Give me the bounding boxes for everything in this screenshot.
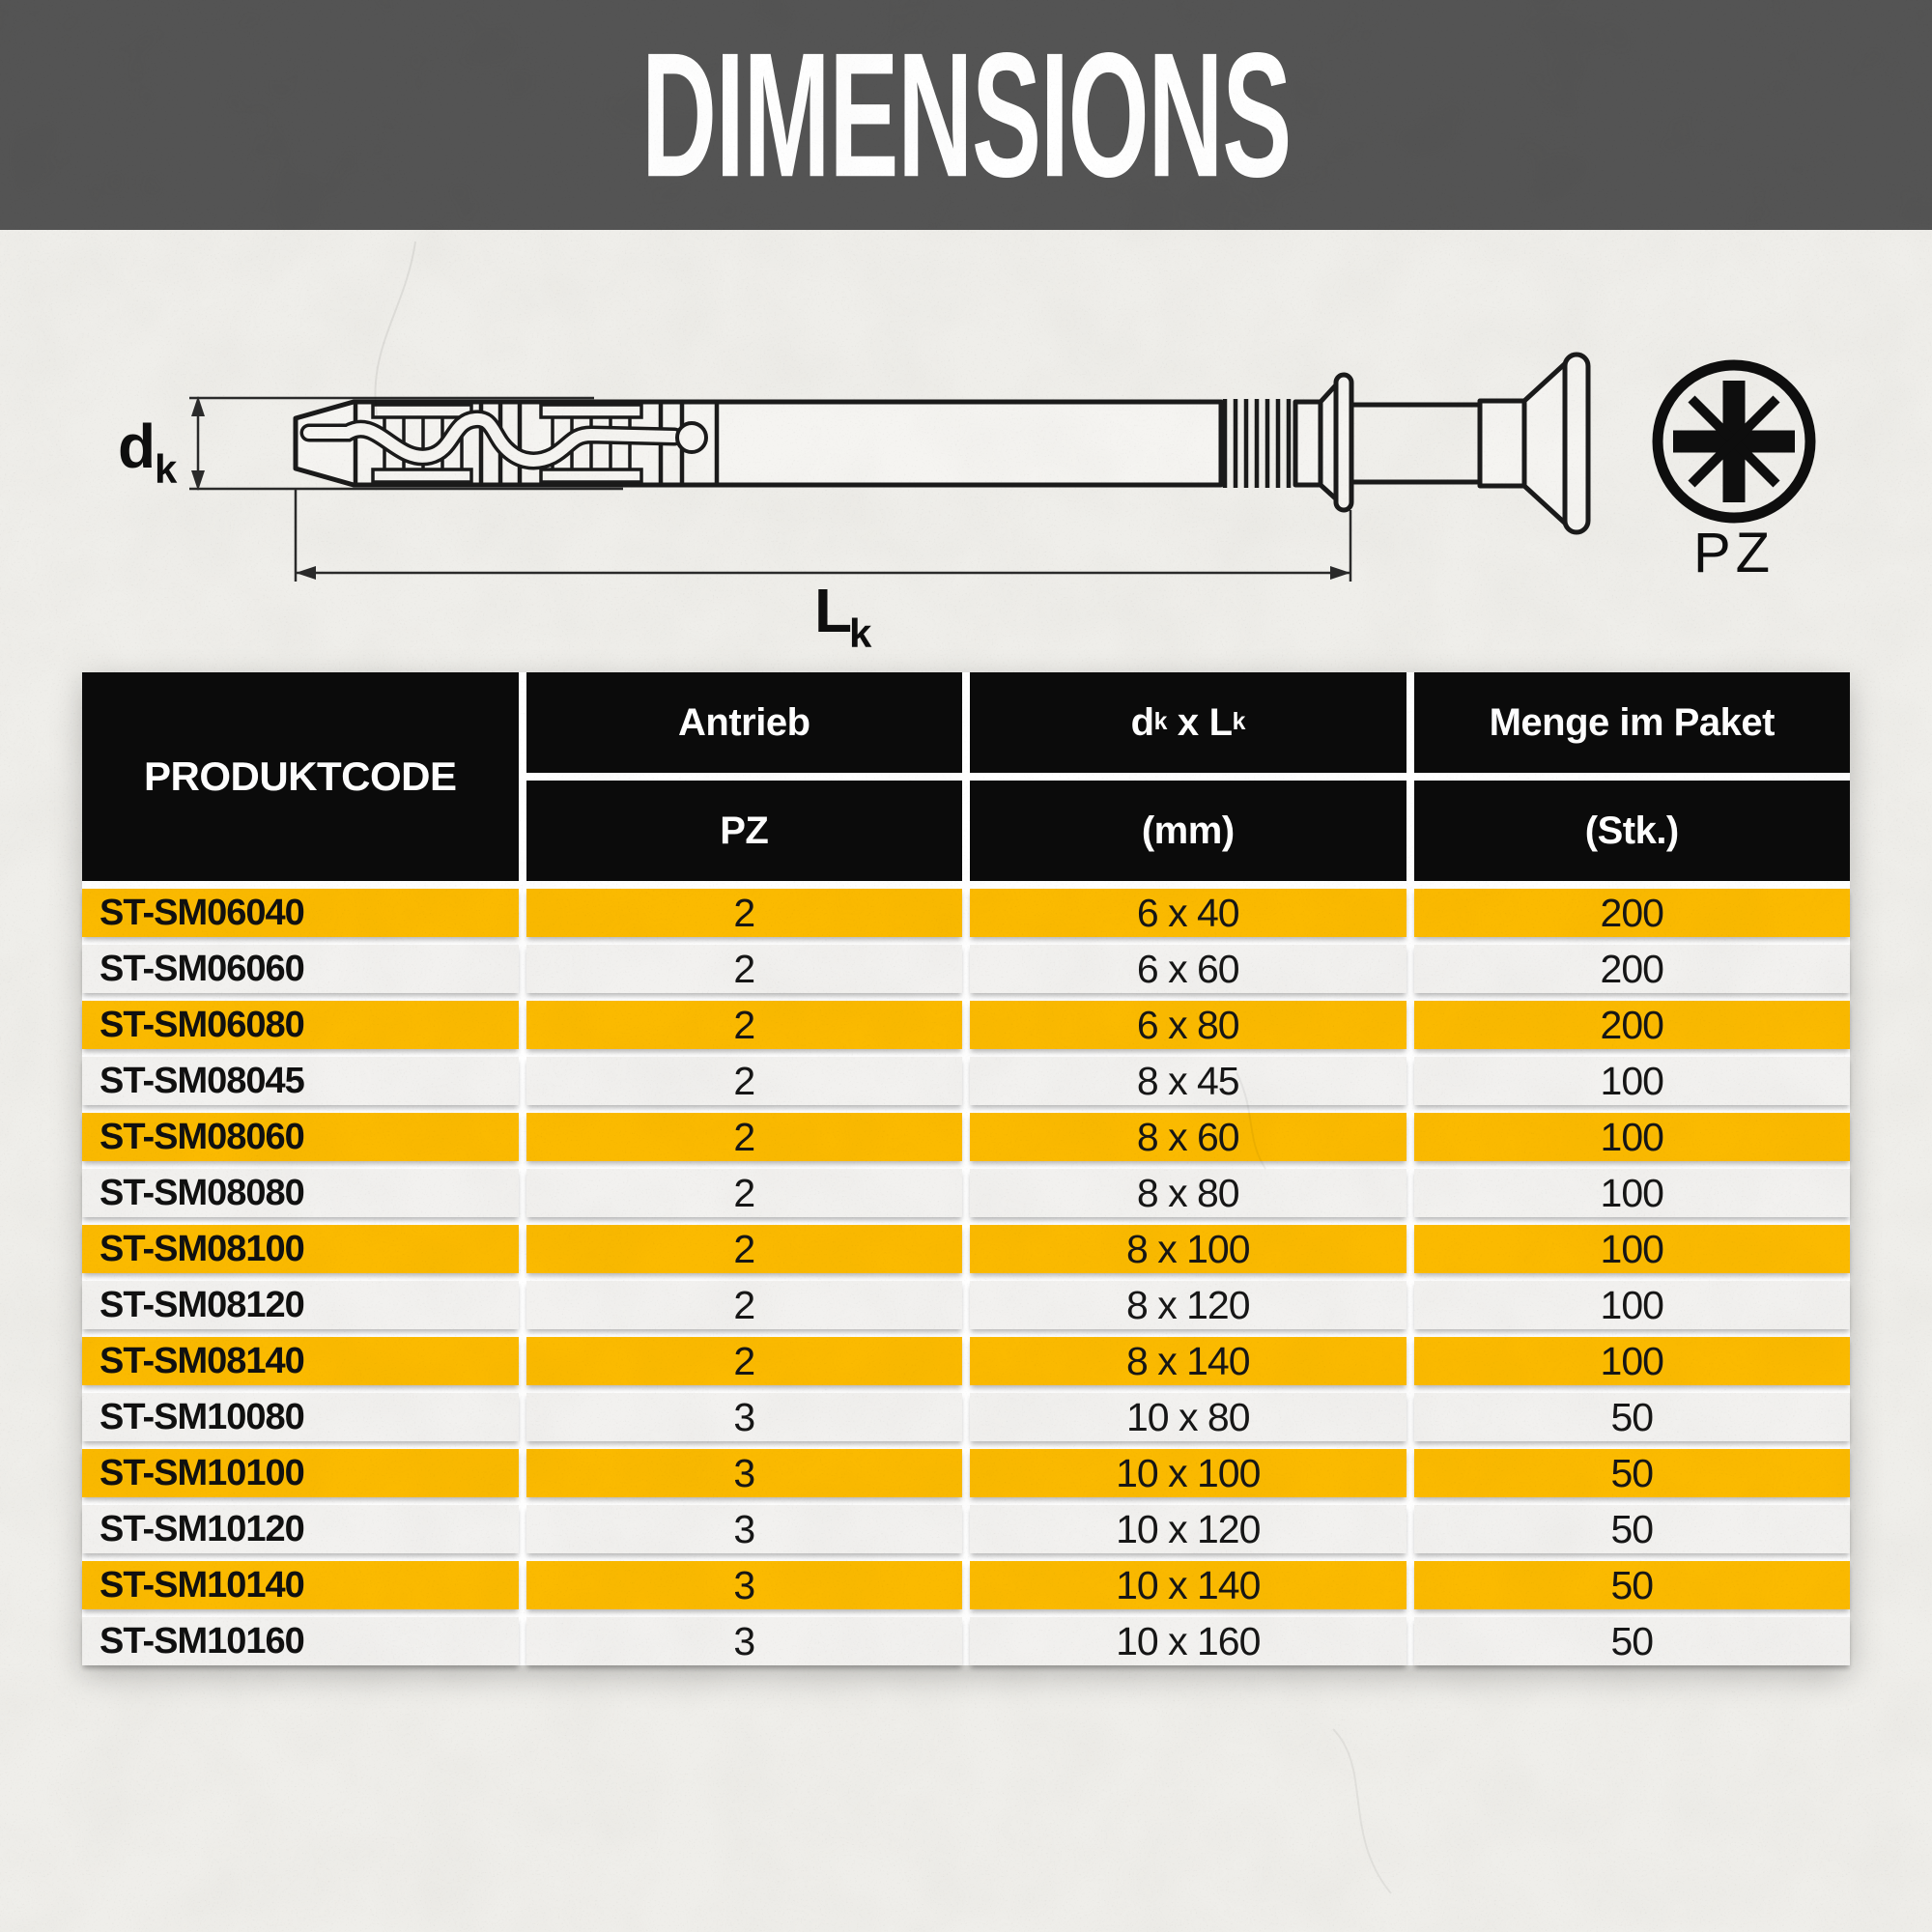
product-code-cell: ST-SM06040 xyxy=(82,889,519,937)
screw xyxy=(1351,352,1591,535)
size-cell: 10 x 160 xyxy=(970,1617,1406,1665)
size-cell: 10 x 80 xyxy=(970,1393,1406,1441)
size-cell: 8 x 60 xyxy=(970,1113,1406,1161)
size-cell: 10 x 120 xyxy=(970,1505,1406,1553)
quantity-cell: 50 xyxy=(1413,1393,1850,1441)
pz-drive-cell: 2 xyxy=(526,1057,962,1105)
quantity-cell: 100 xyxy=(1413,1225,1850,1273)
product-code-cell: ST-SM10140 xyxy=(82,1561,519,1609)
lk-label-sub: k xyxy=(849,611,872,656)
size-cell: 8 x 120 xyxy=(970,1281,1406,1329)
size-cell: 10 x 140 xyxy=(970,1561,1406,1609)
pz-drive-cell: 2 xyxy=(526,1337,962,1385)
quantity-cell: 100 xyxy=(1413,1337,1850,1385)
product-code-cell: ST-SM08140 xyxy=(82,1337,519,1385)
product-code-cell: ST-SM08100 xyxy=(82,1225,519,1273)
quantity-cell: 50 xyxy=(1413,1505,1850,1553)
title-banner: DIMENSIONS xyxy=(0,0,1932,230)
subheader-pz: PZ xyxy=(526,781,962,881)
size-cell: 8 x 100 xyxy=(970,1225,1406,1273)
subheader-stk: (Stk.) xyxy=(1413,781,1850,881)
pz-drive-cell: 2 xyxy=(526,1225,962,1273)
pz-drive-cell: 2 xyxy=(526,889,962,937)
header-produktcode: PRODUKTCODE xyxy=(82,672,519,881)
page-title: DIMENSIONS xyxy=(640,15,1292,214)
technical-drawing: d k L k xyxy=(118,352,1816,656)
quantity-cell: 200 xyxy=(1413,945,1850,993)
pz-drive-cell: 2 xyxy=(526,1001,962,1049)
quantity-cell: 50 xyxy=(1413,1561,1850,1609)
pz-drive-cell: 3 xyxy=(526,1393,962,1441)
subheader-mm: (mm) xyxy=(970,781,1406,881)
pz-drive-cell: 2 xyxy=(526,1169,962,1217)
quantity-cell: 50 xyxy=(1413,1449,1850,1497)
size-cell: 8 x 80 xyxy=(970,1169,1406,1217)
size-cell: 6 x 40 xyxy=(970,889,1406,937)
pz-drive-cell: 3 xyxy=(526,1449,962,1497)
pz-drive-cell: 2 xyxy=(526,945,962,993)
pz-icon-label: PZ xyxy=(1693,522,1775,584)
pz-drive-cell: 3 xyxy=(526,1505,962,1553)
quantity-cell: 100 xyxy=(1413,1057,1850,1105)
product-code-cell: ST-SM08045 xyxy=(82,1057,519,1105)
product-code-cell: ST-SM10100 xyxy=(82,1449,519,1497)
product-code-cell: ST-SM10160 xyxy=(82,1617,519,1665)
product-code-cell: ST-SM06080 xyxy=(82,1001,519,1049)
quantity-cell: 50 xyxy=(1413,1617,1850,1665)
quantity-cell: 100 xyxy=(1413,1113,1850,1161)
pz-drive-cell: 3 xyxy=(526,1617,962,1665)
lk-dimension: L k xyxy=(294,488,1352,656)
quantity-cell: 100 xyxy=(1413,1169,1850,1217)
anchor-body xyxy=(293,399,1224,488)
header-antrieb: Antrieb xyxy=(526,672,962,773)
product-code-cell: ST-SM08060 xyxy=(82,1113,519,1161)
pz-drive-cell: 2 xyxy=(526,1281,962,1329)
size-cell: 6 x 80 xyxy=(970,1001,1406,1049)
product-code-cell: ST-SM10120 xyxy=(82,1505,519,1553)
pz-drive-cell: 3 xyxy=(526,1561,962,1609)
product-code-cell: ST-SM06060 xyxy=(82,945,519,993)
quantity-cell: 100 xyxy=(1413,1281,1850,1329)
anchor-collar xyxy=(1222,372,1354,513)
pozidriv-icon: PZ xyxy=(1652,359,1816,584)
lk-label: L xyxy=(814,576,852,645)
quantity-cell: 200 xyxy=(1413,1001,1850,1049)
size-cell: 6 x 60 xyxy=(970,945,1406,993)
size-cell: 8 x 140 xyxy=(970,1337,1406,1385)
header-menge: Menge im Paket xyxy=(1413,672,1850,773)
product-code-cell: ST-SM10080 xyxy=(82,1393,519,1441)
size-cell: 10 x 100 xyxy=(970,1449,1406,1497)
size-cell: 8 x 45 xyxy=(970,1057,1406,1105)
quantity-cell: 200 xyxy=(1413,889,1850,937)
product-code-cell: ST-SM08120 xyxy=(82,1281,519,1329)
product-code-cell: ST-SM08080 xyxy=(82,1169,519,1217)
dk-label: d xyxy=(118,412,156,481)
dk-label-sub: k xyxy=(155,446,178,492)
pz-drive-cell: 2 xyxy=(526,1113,962,1161)
